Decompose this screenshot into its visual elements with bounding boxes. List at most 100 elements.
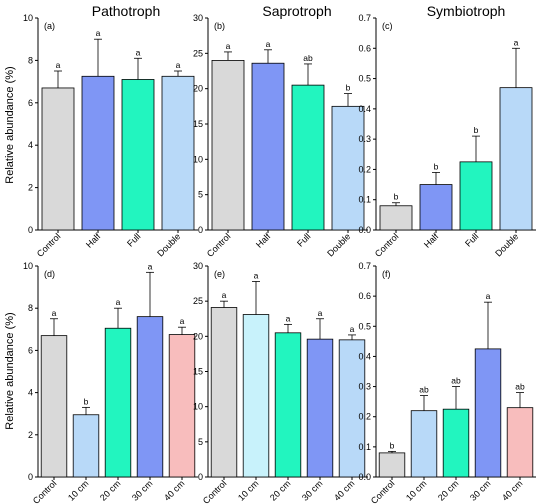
y-tick-label: 0.5 <box>358 74 371 84</box>
bar <box>211 60 245 231</box>
y-tick-label: 2 <box>28 183 33 193</box>
significance-letter: a <box>350 324 355 334</box>
x-tick-label: 20 cm <box>268 478 292 502</box>
bar <box>474 348 502 478</box>
y-tick-label: 8 <box>28 303 33 313</box>
x-tick-label: Control <box>205 231 233 259</box>
y-tick-label: 5 <box>198 437 203 447</box>
y-tick-label: 30 <box>193 13 203 23</box>
significance-letter: a <box>180 316 185 326</box>
panel-label: (a) <box>44 21 55 31</box>
bar <box>459 161 493 231</box>
bar <box>291 84 325 231</box>
significance-letter: ab <box>451 376 461 386</box>
significance-letter: b <box>84 396 89 406</box>
significance-letter: ab <box>515 382 525 392</box>
x-tick-label: 40 cm <box>162 478 186 502</box>
x-tick-label: Double <box>325 231 352 258</box>
y-tick-label: 5 <box>198 190 203 200</box>
y-tick-label: 20 <box>193 84 203 94</box>
bar <box>251 62 285 231</box>
significance-letter: a <box>254 270 259 280</box>
bar <box>121 79 155 231</box>
significance-letter: a <box>514 37 519 47</box>
panel-label: (d) <box>44 269 55 279</box>
panel-label: (e) <box>214 269 225 279</box>
y-tick-label: 0.3 <box>358 382 371 392</box>
bar <box>40 335 68 478</box>
y-tick-label: 0.2 <box>358 412 371 422</box>
y-tick-label: 8 <box>28 55 33 65</box>
bar <box>306 338 334 478</box>
significance-letter: a <box>96 28 101 38</box>
x-tick-label: Full <box>125 231 142 248</box>
y-tick-label: 0 <box>198 225 203 235</box>
panel-group: 0 2 4 6 8 10 (a) a Control a Half a Full a Double 0 5 10 1… <box>23 13 536 504</box>
y-tick-label: 0.1 <box>358 195 371 205</box>
bar <box>378 452 406 478</box>
significance-letter: b <box>434 161 439 171</box>
bar <box>499 87 533 231</box>
y-tick-label: 10 <box>193 402 203 412</box>
significance-letter: a <box>116 297 121 307</box>
bar <box>136 316 164 478</box>
y-tick-label: 0 <box>198 472 203 482</box>
significance-letter: a <box>136 47 141 57</box>
y-tick-label: 20 <box>193 331 203 341</box>
x-tick-label: 20 cm <box>436 478 460 502</box>
bar <box>242 314 270 478</box>
chart-panel-2: 051015202530(b)aControlaHalfabFullbDoubl… <box>193 13 368 259</box>
chart-panel-6: 0.0 0.1 0.2 0.3 0.4 0.5 0.6 0.7 (f) b Control ab 10 … <box>358 261 536 504</box>
y-tick-label: 0.0 <box>358 225 371 235</box>
significance-letter: a <box>266 39 271 49</box>
y-tick-label: 4 <box>28 388 33 398</box>
y-tick-label: 30 <box>193 261 203 271</box>
chart-panel-3: 0.0 0.1 0.2 0.3 0.4 0.5 0.6 0.7 (c) b Control b Half… <box>358 13 536 259</box>
x-tick-label: Half <box>84 231 103 250</box>
panel-label: (c) <box>382 21 393 31</box>
bar <box>506 407 534 478</box>
bar <box>338 339 366 478</box>
panel-label: (f) <box>382 269 391 279</box>
bar <box>161 75 195 231</box>
y-tick-label: 6 <box>28 345 33 355</box>
bar <box>331 105 365 231</box>
y-tick-label: 0.6 <box>358 43 371 53</box>
y-tick-label: 0.7 <box>358 261 371 271</box>
significance-letter: a <box>226 41 231 51</box>
y-tick-label: 0.1 <box>358 442 371 452</box>
bar <box>104 327 132 478</box>
x-tick-label: Full <box>463 231 480 248</box>
x-tick-label: Full <box>295 231 312 248</box>
significance-letter: a <box>318 308 323 318</box>
chart-panel-5: 0 5 10 15 20 25 30 (e) a Control a 10 cm a 20 cm a 30 c… <box>193 261 368 504</box>
column-title-symbiotroph: Symbiotroph <box>427 3 506 19</box>
y-tick-label: 10 <box>23 261 33 271</box>
bar <box>168 334 196 478</box>
x-tick-label: Control <box>31 478 59 504</box>
x-tick-label: Control <box>201 478 229 504</box>
significance-letter: a <box>52 308 57 318</box>
y-tick-label: 15 <box>193 367 203 377</box>
significance-letter: b <box>474 125 479 135</box>
x-tick-label: Double <box>155 231 182 258</box>
y-tick-label: 0.5 <box>358 321 371 331</box>
significance-letter: ab <box>303 53 313 63</box>
x-tick-label: Half <box>422 231 441 250</box>
column-title-pathotroph: Pathotroph <box>92 3 161 19</box>
y-tick-label: 0.3 <box>358 134 371 144</box>
y-tick-label: 10 <box>23 13 33 23</box>
y-tick-label: 2 <box>28 430 33 440</box>
significance-letter: a <box>486 291 491 301</box>
bar <box>210 307 238 478</box>
bar <box>410 410 438 478</box>
significance-letter: ab <box>419 385 429 395</box>
y-tick-label: 25 <box>193 48 203 58</box>
y-tick-label: 0.2 <box>358 164 371 174</box>
y-tick-label: 15 <box>193 119 203 129</box>
significance-letter: a <box>56 60 61 70</box>
significance-letter: a <box>222 290 227 300</box>
x-tick-label: Control <box>35 231 63 259</box>
y-tick-label: 25 <box>193 296 203 306</box>
